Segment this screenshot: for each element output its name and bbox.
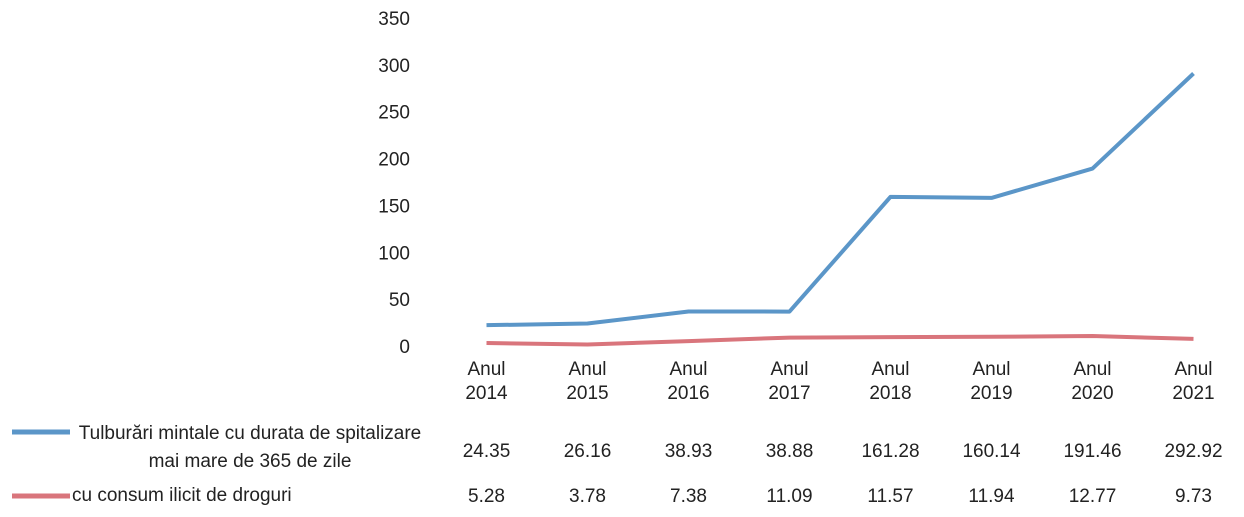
x-tick-label: Anul 2019: [970, 359, 1013, 404]
x-tick-label: Anul 2017: [768, 359, 811, 404]
data-label: 161.28: [861, 441, 920, 462]
y-tick-label: 300: [378, 56, 410, 77]
data-label: 12.77: [1068, 486, 1117, 507]
data-label: 11.94: [968, 486, 1015, 507]
y-tick-label: 350: [378, 9, 410, 30]
legend-label: cu consum ilicit de droguri: [72, 485, 292, 506]
y-tick-label: 150: [378, 196, 410, 217]
x-tick-label: Anul 2020: [1071, 359, 1114, 404]
data-label: 5.28: [468, 486, 505, 507]
data-label: 38.88: [765, 441, 814, 462]
x-tick-label: Anul 2014: [465, 359, 508, 404]
y-tick-label: 200: [378, 150, 410, 171]
data-label: 24.35: [462, 441, 511, 462]
y-tick-label: 0: [399, 337, 410, 358]
data-label: 26.16: [563, 441, 612, 462]
x-tick-label: Anul 2016: [667, 359, 710, 404]
data-label: 7.38: [670, 486, 707, 507]
y-tick-label: 250: [378, 103, 410, 124]
data-label: 3.78: [569, 486, 606, 507]
data-label: 9.73: [1175, 486, 1212, 507]
data-label: 160.14: [962, 441, 1021, 462]
y-tick-label: 50: [389, 290, 410, 311]
line-series: [486, 334, 1194, 347]
x-tick-label: Anul 2015: [566, 359, 609, 404]
data-label: 292.92: [1164, 441, 1223, 462]
x-tick-label: Anul 2018: [869, 359, 912, 404]
data-label: 38.93: [664, 441, 713, 462]
line-series: [486, 72, 1195, 328]
x-tick-label: Anul 2021: [1172, 359, 1215, 404]
y-tick-label: 100: [378, 243, 410, 264]
data-label: 11.57: [867, 486, 914, 507]
data-label: 11.09: [766, 486, 813, 507]
data-label: 191.46: [1063, 441, 1122, 462]
legend-label: Tulburări mintale cu durata de spitaliza…: [78, 423, 422, 472]
